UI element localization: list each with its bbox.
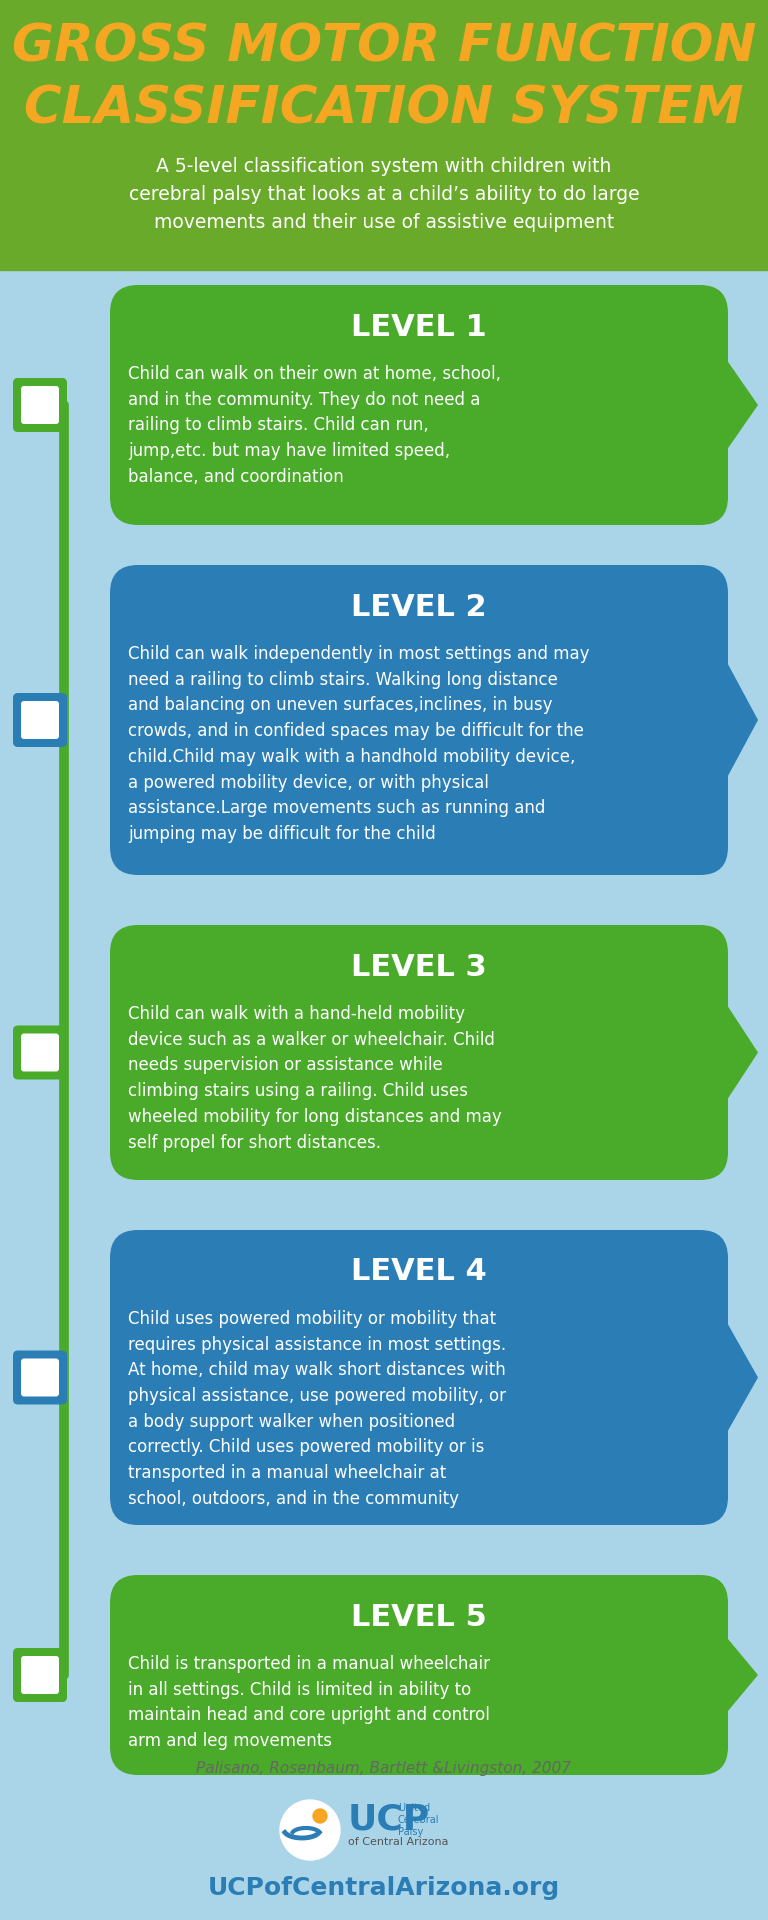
PathPatch shape [110,925,758,1181]
FancyBboxPatch shape [21,1655,59,1693]
FancyBboxPatch shape [13,1350,67,1405]
FancyBboxPatch shape [21,1033,59,1071]
Text: of Central Arizona: of Central Arizona [348,1837,449,1847]
PathPatch shape [110,564,758,876]
Bar [0,1740,768,1920]
Text: UCP: UCP [348,1803,430,1837]
Text: CLASSIFICATION SYSTEM: CLASSIFICATION SYSTEM [25,84,743,134]
Text: UCPofCentralArizona.org: UCPofCentralArizona.org [208,1876,560,1901]
Text: LEVEL 1: LEVEL 1 [351,313,487,342]
Text: Child can walk independently in most settings and may
need a railing to climb st: Child can walk independently in most set… [128,645,590,843]
Circle shape [280,1801,340,1860]
Text: Child uses powered mobility or mobility that
requires physical assistance in mos: Child uses powered mobility or mobility … [128,1309,506,1507]
Circle shape [313,1809,327,1822]
Text: United
Cerebral
Palsy: United Cerebral Palsy [398,1803,439,1837]
FancyBboxPatch shape [13,378,67,432]
FancyBboxPatch shape [13,693,67,747]
PathPatch shape [110,284,758,524]
Text: Child is transported in a manual wheelchair
in all settings. Child is limited in: Child is transported in a manual wheelch… [128,1655,490,1751]
FancyBboxPatch shape [21,701,59,739]
Text: Child can walk with a hand-held mobility
device such as a walker or wheelchair. : Child can walk with a hand-held mobility… [128,1004,502,1152]
Bar [0,0,768,271]
Text: LEVEL 3: LEVEL 3 [351,952,487,981]
FancyBboxPatch shape [13,1647,67,1701]
FancyBboxPatch shape [21,386,59,424]
PathPatch shape [110,1574,758,1774]
Text: LEVEL 4: LEVEL 4 [351,1258,487,1286]
Text: Palisano, Rosenbaum, Bartlett &Livingston, 2007: Palisano, Rosenbaum, Bartlett &Livingsto… [197,1761,571,1776]
Text: LEVEL 2: LEVEL 2 [351,593,487,622]
FancyBboxPatch shape [13,1025,67,1079]
PathPatch shape [110,1231,758,1524]
Text: LEVEL 5: LEVEL 5 [351,1603,487,1632]
Text: GROSS MOTOR FUNCTION: GROSS MOTOR FUNCTION [12,23,756,73]
Text: A 5-level classification system with children with
cerebral palsy that looks at : A 5-level classification system with chi… [129,157,639,232]
FancyBboxPatch shape [21,1359,59,1396]
Text: Child can walk on their own at home, school,
and in the community. They do not n: Child can walk on their own at home, sch… [128,365,501,486]
